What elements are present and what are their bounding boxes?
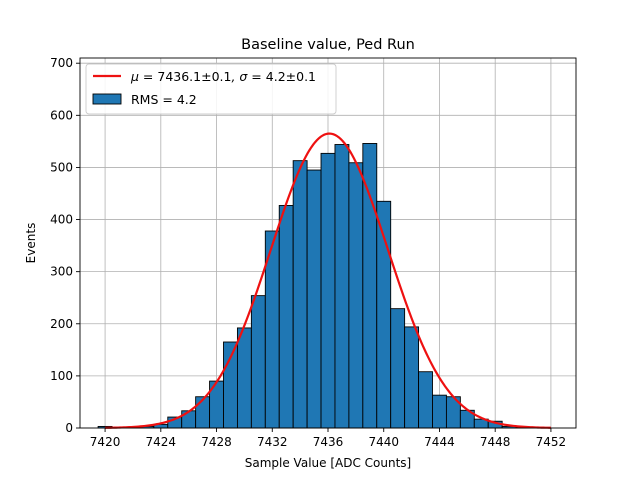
y-axis-ticks: 0 100 200 300 400 500 600 700 [50,56,80,435]
histogram-bar [278,205,294,429]
legend-mu-prefix: μ = [130,69,157,84]
y-axis-label: Events [24,223,38,264]
x-tick-label: 7432 [257,435,288,449]
legend-rms-label: RMS = 4.2 [131,92,197,107]
x-tick-label: 7448 [480,435,511,449]
histogram-bar [390,308,406,429]
x-tick-label: 7444 [424,435,455,449]
x-tick-label: 7428 [201,435,232,449]
histogram-bar [236,327,252,429]
legend: μ = 7436.1±0.1, σ = 4.2±0.1 RMS = 4.2 [85,63,337,115]
legend-sigma-prefix: , σ = [231,69,265,84]
y-tick-label: 700 [50,56,73,70]
x-tick-label: 7436 [313,435,344,449]
histogram-bar [223,341,238,429]
y-tick-label: 500 [50,160,73,174]
legend-histogram-swatch [92,93,122,105]
legend-box [85,63,337,115]
histogram-bar [320,152,336,429]
histogram-bar [250,295,266,429]
x-tick-label: 7424 [146,435,177,449]
y-tick-label: 0 [65,421,73,435]
histogram-bar [418,371,433,429]
y-tick-label: 600 [50,108,73,122]
legend-mu-value: 7436.1±0.1 [157,69,231,84]
histogram-bar [292,160,308,429]
x-tick-label: 7420 [90,435,121,449]
x-tick-label: 7440 [368,435,399,449]
x-axis-label: Sample Value [ADC Counts] [245,456,411,470]
histogram-bar [348,162,364,429]
y-tick-label: 200 [50,317,73,331]
x-tick-label: 7452 [536,435,567,449]
gaussian-fit-line [105,132,551,429]
histogram-bar [306,169,322,429]
legend-sigma-value: 4.2±0.1 [266,69,316,84]
histogram-bar [181,410,197,429]
legend-fit-label: μ = 7436.1±0.1, σ = 4.2±0.1 [130,69,316,84]
chart-title: Baseline value, Ped Run [241,37,415,53]
histogram-bar [334,144,350,429]
histogram-bar [404,326,420,429]
histogram-bar [432,394,447,429]
y-tick-label: 300 [50,265,73,279]
y-tick-label: 400 [50,213,73,227]
x-axis-ticks: 7420 7424 7428 7432 7436 7440 7444 7448 7452 [90,428,566,449]
y-tick-label: 100 [50,369,73,383]
